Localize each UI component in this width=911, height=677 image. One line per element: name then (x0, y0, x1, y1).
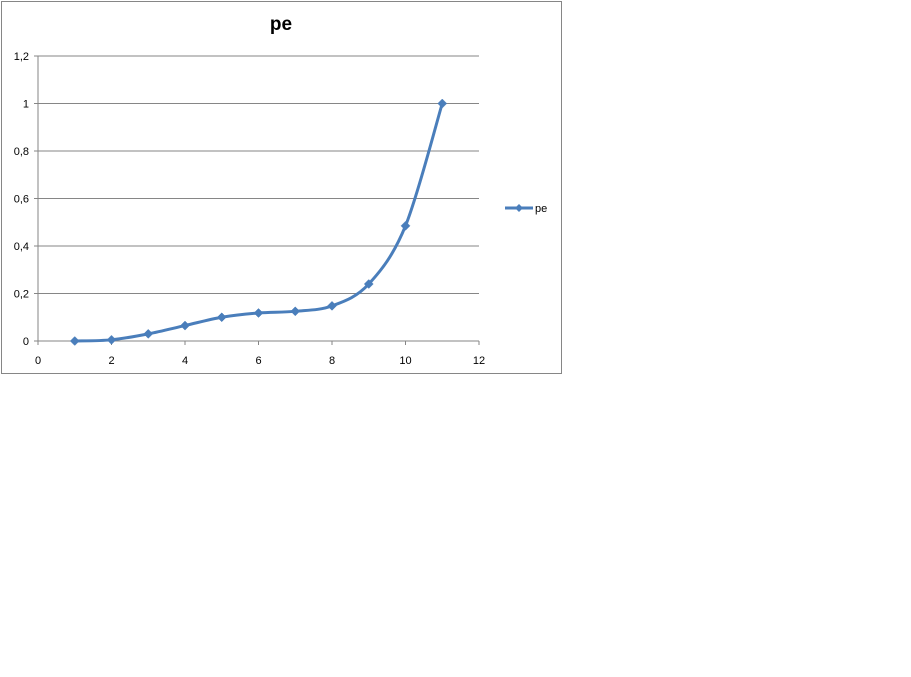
x-tick-label: 10 (399, 355, 411, 367)
y-tick-label: 0,2 (14, 289, 29, 301)
x-tick-label: 12 (473, 355, 485, 367)
data-point-marker (437, 98, 448, 109)
data-point-marker (143, 329, 154, 339)
series-layer (69, 98, 448, 346)
axes: 0 0,2 0,4 0,6 0,8 1 1,2 0 2 4 6 8 10 12 (14, 51, 485, 367)
chart-title: pe (269, 14, 293, 35)
data-point-marker (69, 336, 80, 346)
y-tick-label: 0,8 (14, 146, 29, 158)
x-tick-label: 4 (182, 355, 188, 367)
y-tick-label: 1,2 (14, 51, 29, 63)
series-line-pe (73, 102, 444, 343)
data-point-marker (363, 279, 374, 289)
legend-marker (515, 204, 523, 212)
legend: pe (505, 203, 547, 215)
x-tick-label: 6 (255, 355, 261, 367)
gridlines (38, 55, 479, 294)
data-point-marker (253, 308, 264, 318)
x-tick-label: 8 (329, 355, 335, 367)
data-point-marker (327, 300, 337, 311)
x-tick-label: 0 (35, 355, 41, 367)
y-tick-label: 1 (23, 99, 29, 111)
legend-label: pe (535, 203, 547, 215)
y-tick-label: 0,6 (14, 194, 29, 206)
data-point-marker (106, 334, 117, 345)
data-point-marker (180, 320, 190, 331)
y-tick-label: 0 (23, 336, 29, 348)
data-point-marker (216, 312, 227, 323)
data-point-marker (290, 306, 301, 317)
y-tick-label: 0,4 (14, 241, 29, 253)
x-tick-label: 2 (108, 355, 114, 367)
data-point-marker (400, 220, 411, 231)
